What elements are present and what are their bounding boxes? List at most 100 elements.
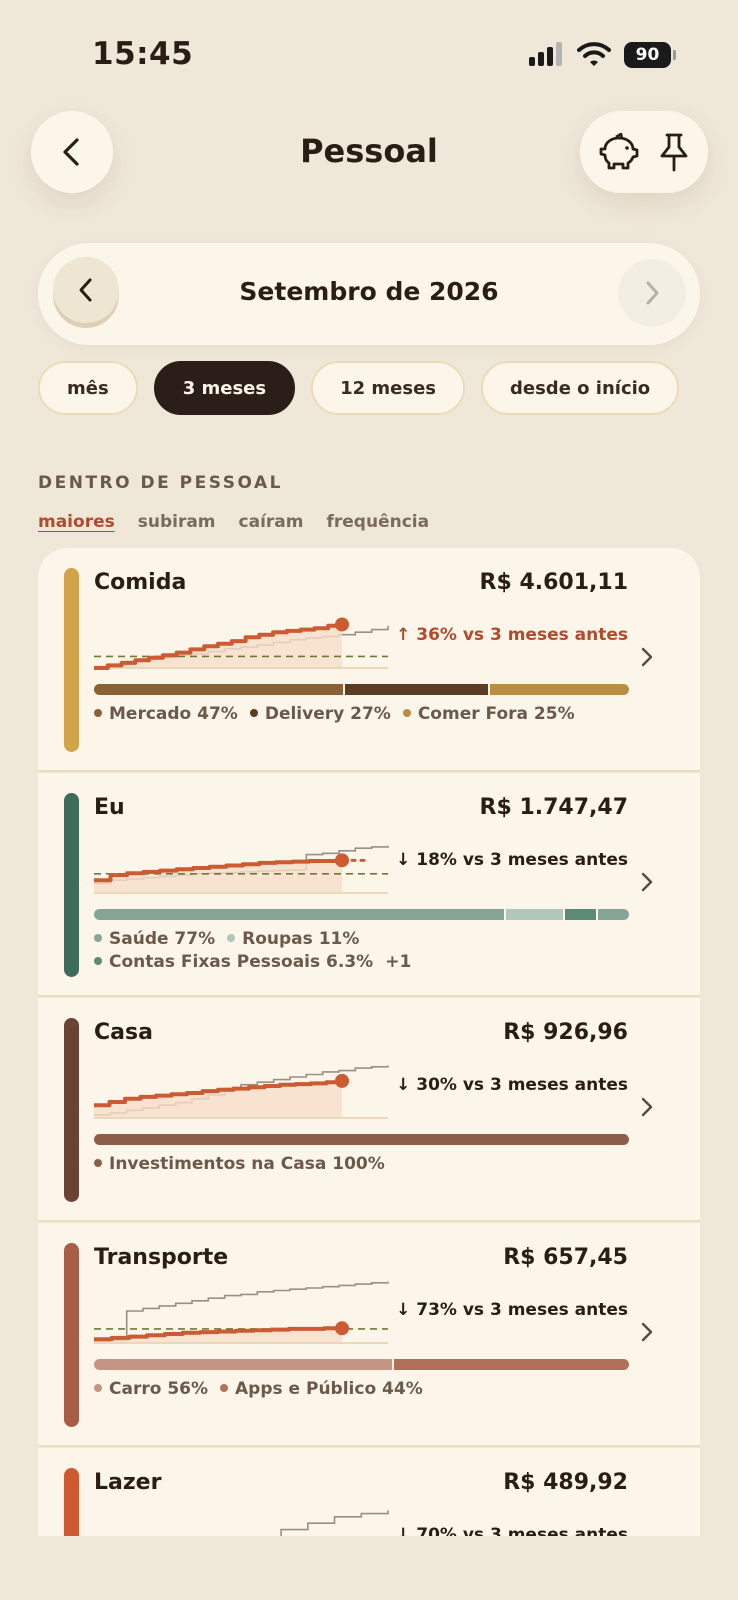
category-color-bar xyxy=(64,1468,79,1536)
next-month-button[interactable] xyxy=(618,259,686,327)
category-card[interactable]: Casa R$ 926,96 ↓ 30% vs 3 meses antes Inves… xyxy=(38,998,700,1222)
change-indicator: ↑ 36% vs 3 meses antes xyxy=(396,625,628,645)
category-name: Comida xyxy=(94,570,187,595)
current-period-line xyxy=(94,859,344,883)
current-value-dot xyxy=(335,617,349,632)
chevron-right-icon xyxy=(641,1097,653,1117)
legend-label: Saúde 77% xyxy=(109,929,216,949)
category-color-bar xyxy=(64,568,79,752)
legend-dot xyxy=(94,957,102,965)
breakdown-bar xyxy=(94,1359,629,1370)
breakdown-segment xyxy=(564,909,599,920)
category-amount: R$ 489,92 xyxy=(503,1470,628,1495)
legend-item: Apps e Público 44% xyxy=(220,1379,423,1399)
chevron-right-icon xyxy=(646,281,659,305)
sort-tabs: maiores subiram caíram frequência xyxy=(38,512,429,532)
breakdown-legend: Investimentos na Casa 100% xyxy=(94,1153,634,1176)
legend-label: Delivery 27% xyxy=(264,704,391,724)
legend-label: Mercado 47% xyxy=(109,704,238,724)
legend-item: Contas Fixas Pessoais 6.3% xyxy=(94,952,373,972)
period-selector: mês 3 meses 12 meses desde o início xyxy=(38,361,680,415)
legend-item: Delivery 27% xyxy=(249,704,391,724)
breakdown-bar xyxy=(94,1134,629,1145)
breakdown-segment xyxy=(345,684,490,695)
legend-label: Investimentos na Casa 100% xyxy=(109,1154,385,1174)
breakdown-legend: Carro 56% Apps e Público 44% xyxy=(94,1378,634,1401)
chevron-right-icon xyxy=(641,1322,653,1342)
sort-tab-largest[interactable]: maiores xyxy=(38,512,115,532)
cellular-signal-icon xyxy=(529,42,563,66)
trend-sparkline xyxy=(94,845,389,894)
trend-sparkline xyxy=(280,1510,389,1536)
legend-dot xyxy=(249,709,258,717)
category-color-bar xyxy=(64,1018,79,1202)
breakdown-segment xyxy=(94,1359,394,1370)
legend-item: Roupas 11% xyxy=(227,929,359,949)
piggy-bank-icon[interactable] xyxy=(597,133,639,171)
legend-more-count: +1 xyxy=(385,952,412,972)
category-amount: R$ 4.601,11 xyxy=(479,570,628,595)
legend-label: Contas Fixas Pessoais 6.3% xyxy=(109,952,374,972)
legend-item: Mercado 47% xyxy=(94,704,238,724)
category-card[interactable]: Transporte R$ 657,45 ↓ 73% vs 3 meses ante… xyxy=(38,1223,700,1447)
sort-tab-decreased[interactable]: caíram xyxy=(238,512,304,532)
period-12-months[interactable]: 12 meses xyxy=(311,361,465,415)
current-period-area xyxy=(94,1080,342,1118)
current-value-dot xyxy=(335,1321,349,1336)
month-picker: Setembro de 2026 xyxy=(38,243,700,345)
page-background-bottom xyxy=(0,1536,738,1600)
pin-icon[interactable] xyxy=(657,132,691,172)
category-name: Lazer xyxy=(94,1470,162,1495)
chevron-right-icon xyxy=(641,872,653,892)
breakdown-segment xyxy=(94,909,506,920)
wifi-icon xyxy=(577,42,611,66)
current-period-area xyxy=(94,860,342,893)
current-value-dot xyxy=(335,853,349,868)
previous-month-button[interactable] xyxy=(53,257,119,323)
current-value-dot xyxy=(335,1073,349,1088)
legend-dot xyxy=(220,1384,229,1392)
legend-item: Investimentos na Casa 100% xyxy=(94,1154,385,1174)
breakdown-segment xyxy=(94,684,346,695)
category-name: Eu xyxy=(94,795,125,820)
header-actions xyxy=(580,111,708,193)
trend-sparkline xyxy=(94,1281,389,1344)
category-card[interactable]: Comida R$ 4.601,11 ↑ 36% vs 3 meses antes M… xyxy=(38,548,700,772)
legend-dot xyxy=(94,1384,102,1392)
chevron-right-icon xyxy=(641,647,653,667)
month-label: Setembro de 2026 xyxy=(239,277,499,306)
legend-label: Comer Fora 25% xyxy=(417,704,575,724)
legend-label: Apps e Público 44% xyxy=(235,1379,423,1399)
change-indicator: ↓ 18% vs 3 meses antes xyxy=(396,850,628,870)
legend-dot xyxy=(94,934,102,942)
breakdown-segment xyxy=(489,684,629,695)
period-month[interactable]: mês xyxy=(38,361,138,415)
sort-tab-increased[interactable]: subiram xyxy=(137,512,216,532)
period-3-months[interactable]: 3 meses xyxy=(153,361,296,415)
legend-label: Roupas 11% xyxy=(242,929,360,949)
back-button[interactable] xyxy=(31,111,113,193)
breakdown-segment xyxy=(393,1359,629,1370)
category-name: Casa xyxy=(94,1020,153,1045)
status-time: 15:45 xyxy=(92,36,194,72)
trend-sparkline xyxy=(94,1065,389,1119)
category-card[interactable]: Eu R$ 1.747,47 ↓ 18% vs 3 meses antes Saúde… xyxy=(38,773,700,997)
category-list: Comida R$ 4.601,11 ↑ 36% vs 3 meses antes M… xyxy=(38,548,700,1536)
change-indicator: ↓ 30% vs 3 meses antes xyxy=(396,1075,628,1095)
battery-icon: 90 xyxy=(624,42,676,68)
section-title: DENTRO DE PESSOAL xyxy=(38,473,283,493)
change-indicator: ↓ 70% vs 3 meses antes xyxy=(396,1525,628,1536)
current-period-line xyxy=(94,623,344,670)
status-bar: 15:45 90 xyxy=(0,0,738,100)
category-card[interactable]: Lazer R$ 489,92 ↓ 70% vs 3 meses antes xyxy=(38,1448,700,1536)
sort-tab-frequency[interactable]: frequência xyxy=(326,512,430,532)
breakdown-segment xyxy=(598,909,629,920)
category-name: Transporte xyxy=(94,1245,229,1270)
period-all-time[interactable]: desde o início xyxy=(481,361,680,415)
legend-dot xyxy=(94,709,102,717)
change-indicator: ↓ 73% vs 3 meses antes xyxy=(396,1300,628,1320)
breakdown-segment xyxy=(505,909,565,920)
current-period-line xyxy=(94,1326,342,1342)
current-period-line xyxy=(94,1080,344,1108)
legend-dot xyxy=(227,934,236,942)
